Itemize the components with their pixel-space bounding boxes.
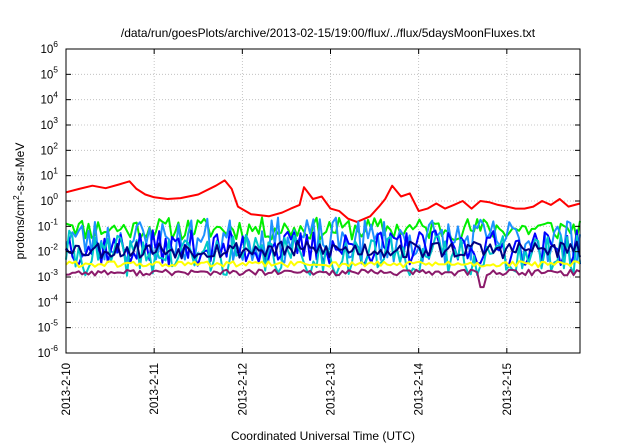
x-tick-label: 2013-2-15 <box>502 363 514 415</box>
y-tick-label: 103 <box>40 115 58 132</box>
x-axis-label: Coordinated Universal Time (UTC) <box>231 429 415 443</box>
y-tick-label: 10-3 <box>38 267 59 284</box>
x-tick-label: 2013-2-14 <box>414 362 426 415</box>
series-line-8 <box>65 268 581 289</box>
y-tick-label: 104 <box>40 90 58 107</box>
chart-title: /data/run/goesPlots/archive/2013-02-15/1… <box>121 26 536 40</box>
x-tick-label: 2013-2-12 <box>237 363 249 415</box>
series-line-7 <box>65 260 581 269</box>
plot-frame <box>65 48 581 354</box>
series-line-1 <box>65 179 581 223</box>
x-tick-label: 2013-2-13 <box>325 363 337 415</box>
data-series <box>65 179 581 289</box>
y-tick-label: 105 <box>40 64 58 81</box>
y-tick-label: 100 <box>40 191 58 208</box>
y-tick-label: 102 <box>40 140 58 157</box>
y-tick-label: 10-2 <box>38 242 59 259</box>
y-tick-label: 10-4 <box>38 292 59 309</box>
y-tick-label: 106 <box>40 39 58 56</box>
x-tick-label: 2013-2-10 <box>61 363 73 415</box>
grid-lines <box>66 49 580 353</box>
y-tick-label: 10-6 <box>38 343 59 360</box>
x-tick-label: 2013-2-11 <box>149 363 161 415</box>
y-tick-label: 10-1 <box>38 216 59 233</box>
y-tick-label: 101 <box>40 166 58 183</box>
y-tick-label: 10-5 <box>38 318 59 335</box>
y-axis-ticks: 10-6 10-5 10-4 10-3 10-2 10-1 100 101 102 103 104 1… <box>38 39 580 360</box>
x-axis-ticks: 2013-2-10 2013-2-11 2013-2-12 2013-2-13 2013… <box>61 49 514 415</box>
y-axis-label: protons/cm2-s-sr-MeV <box>11 143 27 260</box>
series-line-6 <box>65 239 581 260</box>
